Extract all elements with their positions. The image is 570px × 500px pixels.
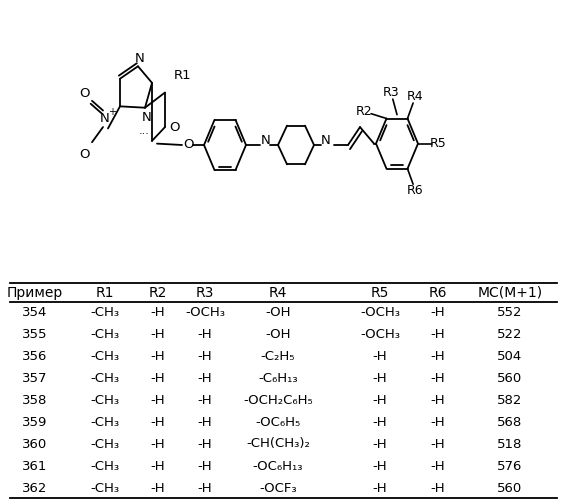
Text: -CH₃: -CH₃ (91, 460, 120, 472)
Text: -H: -H (373, 460, 387, 472)
Text: 552: 552 (497, 306, 523, 318)
Text: -H: -H (431, 372, 445, 384)
Text: -OCH₃: -OCH₃ (185, 306, 225, 318)
Text: R2: R2 (356, 105, 373, 118)
Text: -CH₃: -CH₃ (91, 438, 120, 450)
Text: O: O (79, 148, 89, 161)
Text: -CH₃: -CH₃ (91, 306, 120, 318)
Text: -H: -H (198, 350, 212, 362)
Text: -H: -H (198, 482, 212, 494)
Text: R6: R6 (429, 286, 447, 300)
Text: -H: -H (373, 438, 387, 450)
Text: -H: -H (150, 438, 165, 450)
Text: -OC₆H₅: -OC₆H₅ (255, 416, 300, 428)
Text: -H: -H (373, 394, 387, 406)
Text: -H: -H (198, 394, 212, 406)
Text: -CH₃: -CH₃ (91, 372, 120, 384)
Text: -H: -H (150, 350, 165, 362)
Text: 522: 522 (497, 328, 523, 340)
Text: O: O (79, 88, 89, 101)
Text: -OCH₃: -OCH₃ (360, 328, 400, 340)
Text: -H: -H (373, 416, 387, 428)
Text: -H: -H (431, 394, 445, 406)
Text: -C₂H₅: -C₂H₅ (260, 350, 295, 362)
Text: 582: 582 (497, 394, 523, 406)
Text: -H: -H (373, 372, 387, 384)
Text: 361: 361 (22, 460, 48, 472)
Text: O: O (169, 120, 179, 134)
Text: -H: -H (198, 438, 212, 450)
Text: R1: R1 (96, 286, 114, 300)
Text: R3: R3 (196, 286, 214, 300)
Text: -H: -H (373, 482, 387, 494)
Text: -CH(CH₃)₂: -CH(CH₃)₂ (246, 438, 310, 450)
Text: 560: 560 (498, 482, 523, 494)
Text: 356: 356 (22, 350, 48, 362)
Text: -H: -H (373, 350, 387, 362)
Text: -H: -H (150, 372, 165, 384)
Text: R4: R4 (269, 286, 287, 300)
Text: R6: R6 (407, 184, 424, 198)
Text: -C₆H₁₃: -C₆H₁₃ (258, 372, 298, 384)
Text: -H: -H (198, 416, 212, 428)
Text: -H: -H (431, 482, 445, 494)
Text: -OH: -OH (265, 306, 291, 318)
Text: O: O (183, 138, 193, 151)
Text: 568: 568 (498, 416, 523, 428)
Text: -H: -H (431, 306, 445, 318)
Text: -H: -H (431, 416, 445, 428)
Text: -H: -H (198, 328, 212, 340)
Text: -OH: -OH (265, 328, 291, 340)
Text: 358: 358 (22, 394, 48, 406)
Text: R1: R1 (174, 70, 192, 82)
Text: ···: ··· (139, 129, 149, 139)
Text: -CH₃: -CH₃ (91, 482, 120, 494)
Text: -H: -H (150, 394, 165, 406)
Text: -H: -H (150, 306, 165, 318)
Text: +: + (108, 107, 116, 117)
Text: N: N (100, 112, 110, 126)
Text: -CH₃: -CH₃ (91, 394, 120, 406)
Text: -H: -H (198, 460, 212, 472)
Text: -H: -H (198, 372, 212, 384)
Text: 362: 362 (22, 482, 48, 494)
Text: -H: -H (431, 438, 445, 450)
Text: 576: 576 (497, 460, 523, 472)
Text: -H: -H (150, 416, 165, 428)
Text: -H: -H (150, 482, 165, 494)
Text: N: N (261, 134, 271, 147)
Text: R5: R5 (430, 137, 446, 150)
Text: -OCH₃: -OCH₃ (360, 306, 400, 318)
Text: -H: -H (431, 350, 445, 362)
Text: -H: -H (150, 328, 165, 340)
Text: 359: 359 (22, 416, 48, 428)
Text: Пример: Пример (7, 286, 63, 300)
Text: N: N (321, 134, 331, 147)
Text: 357: 357 (22, 372, 48, 384)
Text: -OC₆H₁₃: -OC₆H₁₃ (253, 460, 303, 472)
Text: 360: 360 (22, 438, 48, 450)
Text: 355: 355 (22, 328, 48, 340)
Text: -H: -H (431, 460, 445, 472)
Text: 518: 518 (497, 438, 523, 450)
Text: R5: R5 (371, 286, 389, 300)
Text: -CH₃: -CH₃ (91, 328, 120, 340)
Text: 354: 354 (22, 306, 48, 318)
Text: N: N (135, 52, 145, 64)
Text: MC(M+1): MC(M+1) (478, 286, 543, 300)
Text: R3: R3 (382, 86, 400, 99)
Text: R2: R2 (149, 286, 167, 300)
Text: N: N (142, 111, 152, 124)
Text: -OCH₂C₆H₅: -OCH₂C₆H₅ (243, 394, 313, 406)
Text: R4: R4 (407, 90, 424, 103)
Text: 504: 504 (498, 350, 523, 362)
Text: 560: 560 (498, 372, 523, 384)
Text: -CH₃: -CH₃ (91, 350, 120, 362)
Text: -OCF₃: -OCF₃ (259, 482, 297, 494)
Text: -H: -H (431, 328, 445, 340)
Text: -CH₃: -CH₃ (91, 416, 120, 428)
Text: -H: -H (150, 460, 165, 472)
